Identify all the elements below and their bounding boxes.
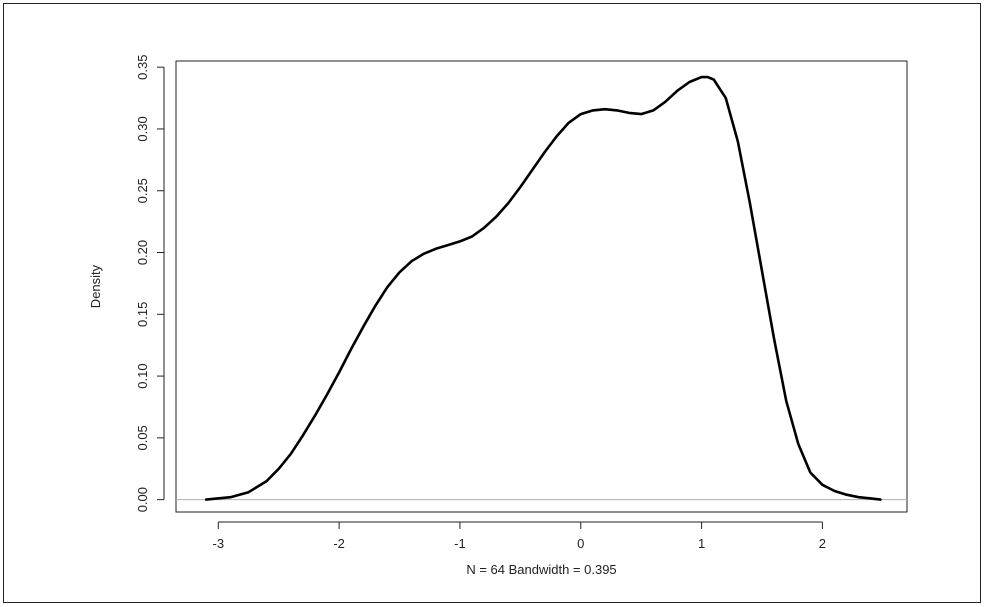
x-axis-title: N = 64 Bandwidth = 0.395 — [466, 562, 616, 577]
density-curve — [204, 75, 882, 501]
y-tick-label: 0.20 — [135, 240, 150, 265]
x-tick-label: -1 — [454, 536, 466, 551]
chart-figure: -3 -2 -1 0 1 2 0.00 0.05 0.10 0.15 0.20 0.25 0.30 0.3… — [3, 3, 981, 603]
y-tick-label: 0.15 — [135, 302, 150, 327]
y-tick-label: 0.25 — [135, 178, 150, 203]
y-tick-label: 0.10 — [135, 363, 150, 388]
y-tick-label: 0.30 — [135, 116, 150, 141]
y-axis-title: Density — [88, 264, 103, 308]
x-tick-label: -3 — [213, 536, 225, 551]
y-tick-label: 0.05 — [135, 425, 150, 450]
x-tick-label: 1 — [698, 536, 705, 551]
x-tick-label: -2 — [333, 536, 345, 551]
density-chart: -3 -2 -1 0 1 2 0.00 0.05 0.10 0.15 0.20 0.25 0.30 0.3… — [88, 55, 908, 577]
y-tick-label: 0.35 — [135, 55, 150, 80]
x-tick-label: 2 — [819, 536, 826, 551]
plot-frame — [175, 60, 908, 513]
y-tick-label: 0.00 — [135, 487, 150, 512]
x-tick-label: 0 — [577, 536, 584, 551]
